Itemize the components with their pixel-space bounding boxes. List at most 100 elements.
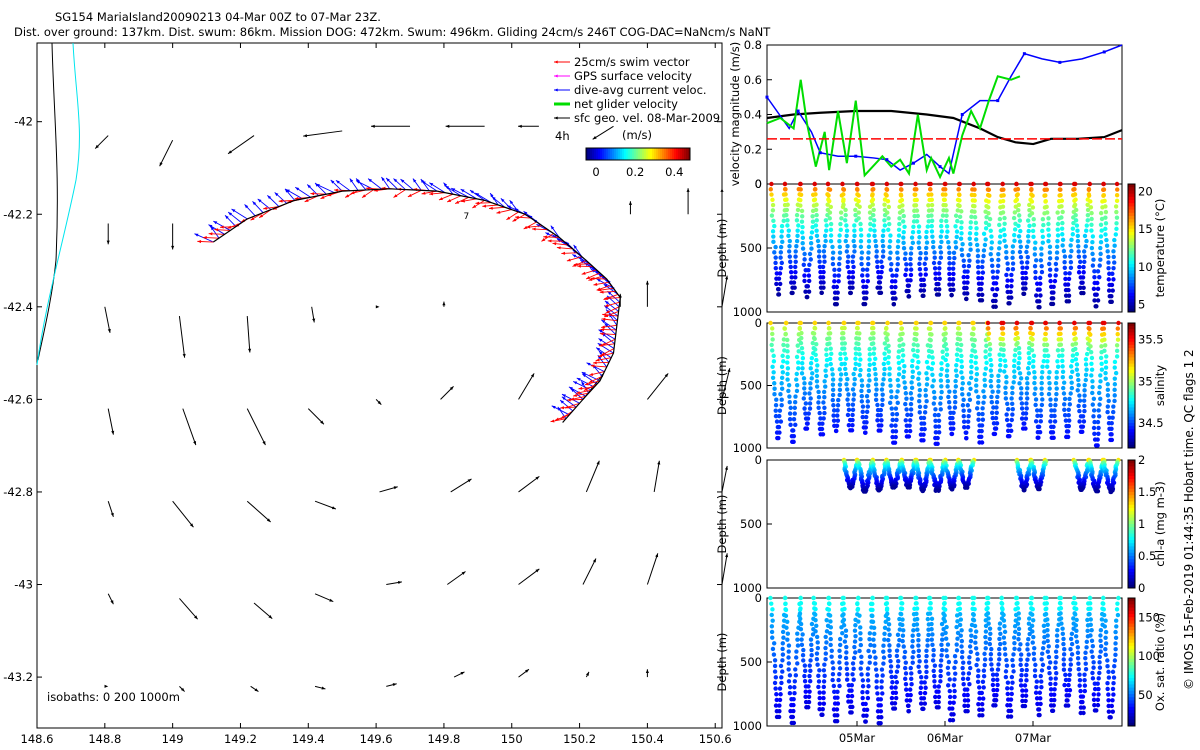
oxygen-dot bbox=[884, 606, 890, 611]
temperature-dot bbox=[839, 216, 844, 221]
salinity-dot bbox=[896, 355, 901, 360]
map-ytick-label: -42.6 bbox=[3, 392, 33, 406]
oxygen-dot bbox=[986, 616, 991, 621]
oxygen-dot bbox=[1053, 660, 1058, 665]
temperature-dot bbox=[1097, 274, 1102, 280]
oxygen-dot bbox=[1035, 701, 1040, 707]
temperature-dot bbox=[1040, 240, 1046, 245]
temperature-dot bbox=[976, 292, 981, 297]
salinity-dot bbox=[966, 414, 971, 419]
geo-vector-head bbox=[535, 476, 540, 480]
dac-vector-head bbox=[307, 184, 311, 189]
salinity-dot bbox=[878, 428, 883, 433]
temperature-dot bbox=[950, 277, 956, 282]
salinity-dot bbox=[1009, 396, 1014, 401]
oxygen-dot bbox=[950, 706, 955, 711]
temperature-dot bbox=[1073, 212, 1078, 218]
temperature-dot bbox=[865, 278, 871, 284]
temperature-dot bbox=[850, 275, 856, 280]
temperature-dot bbox=[852, 228, 857, 233]
temperature-dot bbox=[1040, 217, 1046, 222]
geo-vector-shaft bbox=[246, 316, 251, 353]
temperature-dot bbox=[814, 228, 819, 233]
oxygen-dot bbox=[1034, 679, 1040, 684]
salinity-dot bbox=[819, 426, 825, 432]
glider-track bbox=[212, 188, 621, 423]
temperature-dot bbox=[990, 269, 996, 274]
temperature-dot bbox=[822, 254, 827, 259]
salinity-dot bbox=[796, 360, 801, 365]
salinity-dot bbox=[1105, 382, 1110, 387]
salinity-ytick-label: 0 bbox=[755, 316, 762, 330]
oxygen-dot bbox=[946, 659, 952, 665]
geo-vector bbox=[107, 408, 115, 435]
temperature-dot bbox=[1082, 259, 1087, 265]
salinity-dot bbox=[882, 341, 888, 346]
salinity-colorbar-swatch bbox=[1128, 404, 1135, 408]
oxygen-dot bbox=[942, 607, 948, 612]
oxygen-dot bbox=[1010, 680, 1015, 685]
colorbar-swatch bbox=[664, 148, 667, 160]
salinity-dot bbox=[1098, 373, 1103, 378]
temperature-dot bbox=[873, 244, 879, 249]
temperature-dot bbox=[945, 229, 950, 234]
swim-vector bbox=[590, 364, 607, 368]
temperature-dot bbox=[832, 279, 837, 284]
temperature-colorbar-swatch bbox=[1128, 280, 1135, 284]
oxygen-dot bbox=[900, 638, 905, 644]
geo-vector bbox=[445, 124, 485, 128]
colorbar-swatch bbox=[600, 148, 603, 160]
salinity-dot bbox=[938, 378, 944, 383]
oxygen-dot bbox=[844, 650, 849, 655]
swim-vector bbox=[592, 361, 609, 365]
temperature-colorbar-swatch bbox=[1128, 222, 1135, 227]
oxygen-dot bbox=[798, 627, 804, 632]
salinity-dot bbox=[1061, 380, 1067, 385]
salinity-dot bbox=[1096, 431, 1101, 436]
colorbar-swatch bbox=[652, 148, 655, 160]
salinity-dot bbox=[805, 421, 810, 426]
temperature-dot bbox=[957, 203, 962, 209]
salinity-colorbar-swatch bbox=[1128, 382, 1135, 386]
salinity-dot bbox=[1060, 369, 1066, 375]
oxygen-dot bbox=[993, 703, 998, 708]
temperature-dot bbox=[1053, 261, 1059, 267]
salinity-dot bbox=[1026, 371, 1032, 376]
oxygen-dot bbox=[857, 613, 862, 618]
salinity-dot bbox=[910, 374, 915, 380]
oxygen-dot bbox=[1052, 687, 1057, 692]
salinity-dot bbox=[1073, 336, 1078, 341]
salinity-dot bbox=[800, 350, 805, 356]
dac-vector bbox=[573, 244, 583, 257]
chl-colorbar-swatch bbox=[1128, 482, 1135, 487]
temperature-dot bbox=[808, 241, 814, 246]
temperature-dot bbox=[943, 181, 948, 187]
temperature-dot bbox=[1059, 198, 1065, 203]
temperature-dot bbox=[808, 235, 814, 241]
temperature-dot bbox=[917, 261, 922, 267]
oxygen-dot bbox=[1075, 656, 1081, 661]
temperature-dot bbox=[882, 218, 887, 223]
salinity-dot bbox=[817, 410, 822, 416]
salinity-dot bbox=[938, 372, 943, 377]
colorbar-swatch bbox=[660, 148, 663, 160]
geo-vector-shaft bbox=[227, 135, 255, 155]
salinity-dot bbox=[1031, 359, 1036, 364]
salinity-dot bbox=[1058, 331, 1063, 337]
temperature-colorbar-swatch bbox=[1128, 209, 1135, 214]
oxygen-dot bbox=[1106, 703, 1111, 709]
oxygen-dot bbox=[786, 679, 792, 684]
oxygen-colorbar-swatch bbox=[1128, 690, 1135, 695]
temperature-dot bbox=[1085, 212, 1091, 218]
oxygen-dot bbox=[785, 631, 791, 636]
geo-vector-shaft bbox=[159, 139, 174, 167]
temperature-dot bbox=[958, 236, 964, 241]
oxygen-dot bbox=[928, 606, 933, 611]
oxygen-dot bbox=[771, 641, 777, 646]
temperature-dot bbox=[822, 259, 827, 264]
salinity-dot bbox=[875, 418, 880, 423]
temperature-dot bbox=[879, 264, 885, 270]
temperature-dot bbox=[823, 218, 829, 223]
salinity-dot bbox=[980, 406, 985, 411]
colorbar-swatch bbox=[666, 148, 669, 160]
